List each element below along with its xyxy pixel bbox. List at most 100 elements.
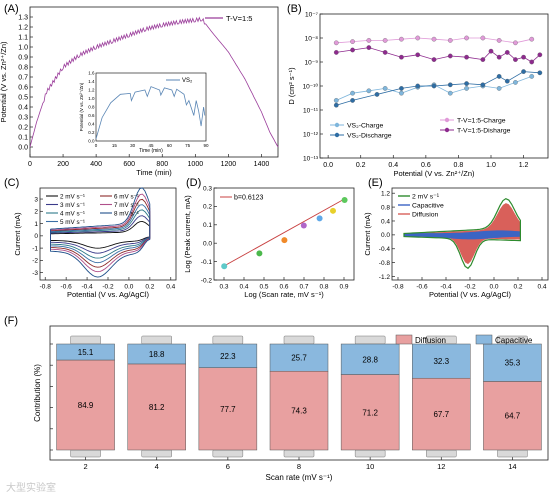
panel-b-data-point (374, 92, 380, 97)
panel-b-data-point (447, 53, 453, 59)
panel-b-y-tick-label: 10⁻¹⁰ (303, 83, 319, 91)
panel-e-x-tick-label: -0.8 (392, 284, 404, 291)
panel-f-bar-capacitive (127, 343, 186, 365)
panel-b-data-point (529, 59, 535, 65)
panel-f-battery-cap-bottom (497, 449, 528, 458)
panel-b-data-point (529, 74, 535, 79)
panel-d-data-point (300, 222, 307, 229)
panel-a-inset-y-tick-label: 1.6 (88, 71, 95, 76)
panel-f-diffusion-label: 71.2 (362, 408, 378, 417)
panel-a-y-axis-title: Potential (V vs. Zn²⁺/Zn) (0, 41, 8, 123)
panel-b-data-point (350, 98, 355, 103)
panel-d-data-point (330, 207, 336, 214)
panel-f-bar-diffusion (56, 359, 115, 451)
panel-b-y-tick-label: 10⁻¹³ (303, 156, 319, 163)
panel-b-legend-marker (334, 132, 340, 138)
panel-b-data-point (447, 90, 453, 96)
panel-a-inset-y-title: Potential (V vs. Zn²⁺/Zn) (79, 82, 84, 131)
panel-d-data-point (256, 250, 263, 257)
panel-b-data-point (496, 74, 502, 79)
panel-b-series-line (336, 71, 540, 106)
panel-a-x-tick-label: 800 (156, 161, 168, 168)
panel-b-data-point (480, 35, 486, 41)
panel-e-x-tick-label: 0.4 (537, 284, 546, 291)
panel-f-bar-diffusion (269, 370, 329, 451)
panel-b-data-point (447, 82, 453, 88)
panel-d-y-tick-label: -0.2 (201, 277, 213, 284)
panel-a-legend-label: T-V=1:5 (226, 14, 252, 23)
panel-label-a: (A) (4, 3, 19, 15)
panel-f-capacitive-label: 35.3 (505, 359, 521, 368)
panel-a-series-line (29, 16, 279, 148)
panel-c-x-axis-title: Potential (V vs. Ag/AgCl) (67, 290, 150, 299)
panel-c-y-axis-title: Current (mA) (13, 212, 22, 256)
panel-f-bar-diffusion (483, 381, 542, 451)
panel-b-x-tick-label: 0.2 (356, 162, 366, 169)
panel-b-data-point (480, 82, 486, 88)
panel-c-legend-label: 6 mV s⁻¹ (114, 193, 139, 200)
panel-b-data-point (496, 86, 502, 91)
panel-e-y-tick-label: 0.0 (381, 232, 390, 239)
panel-c-x-tick-label: 0.0 (124, 284, 133, 291)
panel-b-data-point (431, 83, 437, 89)
panel-e-y-tick-label: -1.2 (379, 274, 391, 281)
panel-f-x-tick-label: 8 (297, 462, 301, 471)
panel-d-x-tick-label: 0.8 (319, 284, 328, 291)
panel-f-legend-label: Diffusion (415, 336, 446, 345)
panel-e-x-tick-label: -0.4 (440, 284, 452, 291)
panel-d-x-tick-label: 0.5 (259, 284, 268, 291)
panel-b-data-point (350, 47, 355, 53)
panel-e-y-tick-label: 0.8 (381, 204, 390, 211)
panel-b-x-tick-label: 0.8 (454, 162, 464, 169)
panel-c-x-tick-label: -0.4 (81, 284, 93, 291)
panel-d-x-tick-label: 0.9 (339, 284, 348, 291)
panel-d-fit-line (221, 197, 347, 268)
panel-c-y-tick-label: 3 (34, 196, 38, 203)
panel-a-y-tick-label: 1.3 (18, 14, 28, 21)
panel-a-y-tick-label: 0.2 (18, 124, 28, 131)
panel-a-y-tick-label: 0.1 (18, 134, 28, 141)
panel-d-x-tick-label: 0.6 (279, 284, 288, 291)
panel-label-d: (D) (186, 177, 201, 189)
panel-a-inset-y-tick-label: 0.8 (88, 105, 95, 110)
panel-b-data-point (382, 86, 388, 91)
panel-d-annotation: b=0.6123 (234, 195, 263, 202)
panel-b-legend-label: VS₂-Charge (347, 123, 383, 130)
panel-b-data-point (504, 78, 510, 84)
panel-f-capacitive-label: 18.8 (149, 350, 165, 359)
panel-f-diffusion-label: 74.3 (291, 407, 307, 416)
panel-f-bar-capacitive (412, 343, 471, 379)
panel-b-data-point (464, 86, 469, 91)
panel-c-x-tick-label: -0.6 (61, 284, 73, 291)
panel-f-battery-cap-bottom (212, 449, 244, 458)
panel-c-legend-label: 8 mV s⁻¹ (114, 210, 139, 217)
panel-a-inset-x-tick-label: 90 (203, 143, 209, 148)
panel-c-cv-curve (50, 187, 151, 278)
panel-d-y-tick-label: 0.3 (203, 185, 212, 192)
panel-c-legend-label: 7 mV s⁻¹ (114, 202, 139, 209)
panel-e-x-tick-label: -0.6 (416, 284, 428, 291)
panel-b-data-point (496, 54, 502, 60)
panel-e-x-tick-label: 0.0 (489, 284, 498, 291)
panel-e-x-tick-label: 0.2 (513, 284, 522, 291)
panel-f-x-tick-label: 2 (83, 462, 87, 471)
panel-c-y-tick-label: 2 (34, 209, 38, 216)
panel-a-x-tick-label: 1400 (254, 161, 270, 168)
panel-f-battery-cap-bottom (141, 449, 172, 458)
panel-b-y-axis-title: D (cm² s⁻¹) (287, 67, 296, 105)
panel-a-inset-y-tick-label: 0.0 (88, 139, 95, 144)
panel-f-bar-diffusion (412, 377, 471, 451)
panel-b-legend-label: T-V=1:5-Charge (457, 118, 506, 125)
panel-a-inset-x-tick-label: 75 (185, 143, 191, 148)
panel-f-capacitive-label: 15.1 (78, 348, 94, 357)
panel-f-battery-cap-top (141, 335, 172, 345)
panel-a-y-tick-label: 0.8 (18, 64, 28, 71)
panel-f-battery-cap-bottom (426, 449, 457, 458)
panel-f-x-tick-label: 12 (437, 462, 445, 471)
panel-b-data-point (415, 52, 421, 58)
panel-e-legend-label: 2 mV s⁻¹ (412, 193, 440, 200)
panel-a-inset-y-tick-label: 0.6 (88, 113, 95, 118)
panel-b-data-point (366, 45, 372, 50)
panel-b-data-point (504, 50, 510, 55)
